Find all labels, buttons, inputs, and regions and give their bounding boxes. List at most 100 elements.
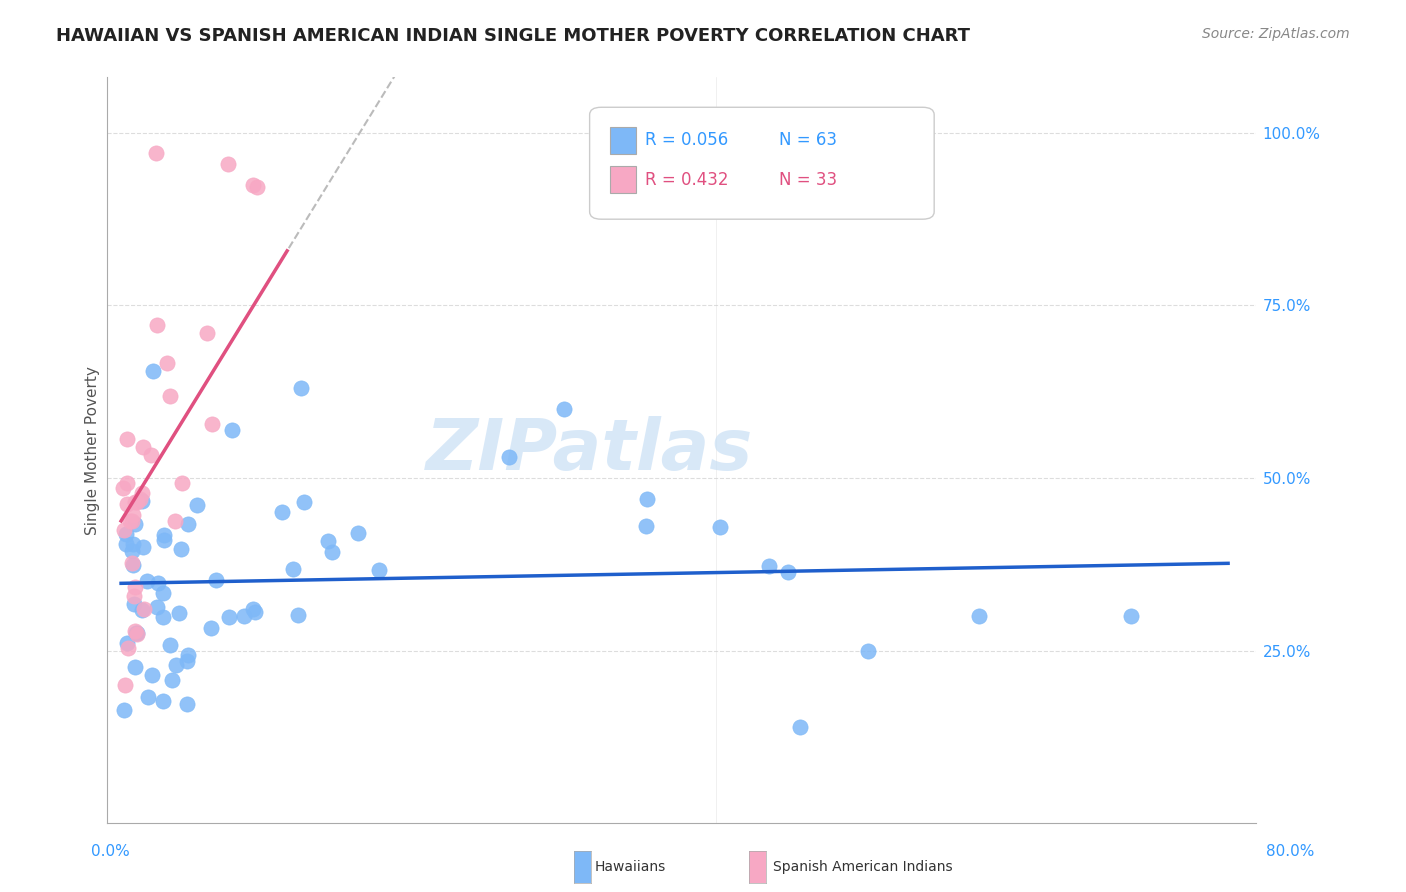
Point	[170, 541, 193, 556]
Point	[176, 654, 198, 668]
Point	[125, 494, 148, 508]
Point	[243, 605, 266, 619]
Point	[200, 621, 222, 635]
Point	[145, 146, 167, 161]
Point	[789, 720, 811, 734]
Point	[136, 574, 159, 588]
Point	[136, 690, 159, 705]
Point	[159, 389, 181, 403]
Point	[172, 475, 194, 490]
Point	[165, 658, 187, 673]
Point	[131, 603, 153, 617]
Point	[156, 356, 179, 370]
Point	[124, 516, 146, 531]
Point	[160, 673, 183, 687]
Point	[153, 528, 176, 542]
Point	[221, 423, 243, 437]
Point	[118, 514, 141, 528]
Point	[121, 508, 143, 523]
Point	[121, 514, 143, 528]
Point	[152, 586, 174, 600]
Point	[242, 178, 264, 193]
Y-axis label: Single Mother Poverty: Single Mother Poverty	[86, 366, 100, 535]
Point	[141, 668, 163, 682]
Point	[112, 523, 135, 537]
Point	[115, 497, 138, 511]
Point	[270, 505, 292, 519]
Text: Hawaiians: Hawaiians	[595, 860, 666, 874]
Point	[139, 448, 162, 462]
Text: R = 0.056: R = 0.056	[645, 131, 728, 149]
Point	[132, 540, 155, 554]
Point	[281, 562, 304, 576]
Point	[117, 640, 139, 655]
Text: ZIPatlas: ZIPatlas	[426, 416, 754, 485]
Point	[967, 609, 990, 624]
Point	[132, 601, 155, 615]
Point	[217, 157, 239, 171]
Point	[776, 565, 799, 579]
Point	[124, 660, 146, 674]
Point	[115, 475, 138, 490]
Text: HAWAIIAN VS SPANISH AMERICAN INDIAN SINGLE MOTHER POVERTY CORRELATION CHART: HAWAIIAN VS SPANISH AMERICAN INDIAN SING…	[56, 27, 970, 45]
Point	[146, 318, 169, 332]
Point	[122, 558, 145, 573]
Point	[122, 597, 145, 611]
Text: N = 63: N = 63	[779, 131, 837, 149]
Point	[114, 527, 136, 541]
Point	[152, 610, 174, 624]
Point	[125, 626, 148, 640]
Point	[131, 494, 153, 508]
Point	[186, 498, 208, 512]
Point	[498, 450, 520, 465]
Point	[321, 545, 343, 559]
Point	[636, 491, 658, 506]
Point	[233, 609, 256, 624]
Point	[290, 381, 312, 395]
Point	[1121, 609, 1143, 624]
Point	[152, 694, 174, 708]
Point	[121, 556, 143, 570]
Point	[292, 494, 315, 508]
FancyBboxPatch shape	[589, 107, 934, 219]
Point	[204, 573, 226, 587]
Point	[246, 180, 269, 194]
Point	[159, 638, 181, 652]
Point	[146, 600, 169, 615]
Point	[124, 580, 146, 594]
Point	[368, 563, 391, 577]
Point	[112, 481, 135, 495]
Point	[167, 607, 190, 621]
Point	[114, 678, 136, 692]
Point	[176, 697, 198, 711]
Point	[125, 625, 148, 640]
Point	[129, 492, 152, 507]
Point	[121, 543, 143, 558]
Text: R = 0.432: R = 0.432	[645, 170, 728, 188]
Bar	[610, 127, 636, 153]
Point	[287, 608, 309, 623]
Point	[177, 648, 200, 662]
Bar	[610, 166, 636, 193]
Point	[758, 559, 780, 574]
Point	[316, 533, 339, 548]
Point	[115, 636, 138, 650]
Point	[146, 575, 169, 590]
Point	[242, 602, 264, 616]
Point	[131, 440, 153, 454]
Point	[553, 402, 575, 417]
Text: Source: ZipAtlas.com: Source: ZipAtlas.com	[1202, 27, 1350, 41]
Text: 0.0%: 0.0%	[91, 845, 131, 859]
Point	[115, 432, 138, 446]
Point	[124, 494, 146, 508]
Point	[112, 704, 135, 718]
Text: N = 33: N = 33	[779, 170, 837, 188]
Point	[858, 644, 880, 658]
Point	[152, 533, 174, 548]
Point	[131, 486, 153, 500]
Point	[124, 624, 146, 639]
Point	[115, 537, 138, 551]
Text: Spanish American Indians: Spanish American Indians	[773, 860, 953, 874]
Point	[127, 627, 149, 641]
Point	[201, 417, 224, 432]
